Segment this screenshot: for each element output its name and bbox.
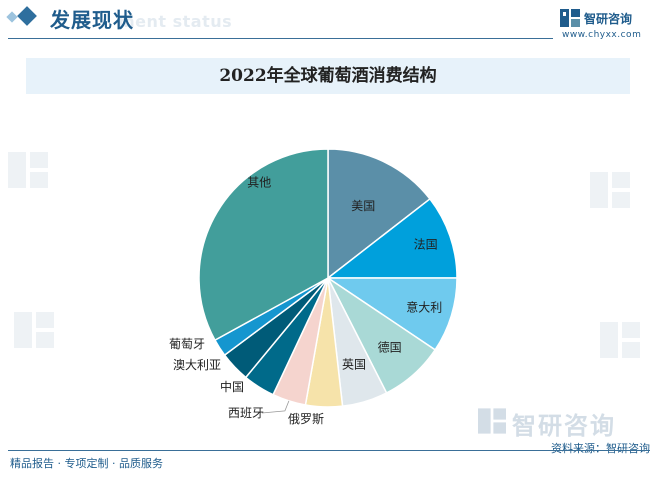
pie-slice-0 bbox=[327, 148, 431, 280]
brand-watermark: 智研咨询 bbox=[478, 404, 648, 444]
section-title: 发展现状 bbox=[50, 8, 134, 32]
footer-slogan: 精品报告 · 专项定制 · 品质服务 bbox=[10, 457, 163, 470]
slice-label-10: 其他 bbox=[247, 175, 271, 189]
header-divider bbox=[8, 38, 553, 39]
watermark-logo-icon bbox=[600, 322, 640, 358]
slice-label-4: 英国 bbox=[342, 358, 366, 372]
watermark-logo-icon bbox=[590, 172, 630, 208]
watermark-logo-icon bbox=[8, 152, 48, 188]
chart-title: 2022年全球葡萄酒消费结构 bbox=[219, 66, 437, 86]
header: ment status 发展现状 智研咨询 www.chyxx.com bbox=[0, 0, 658, 44]
section-watermark: ment status bbox=[118, 12, 233, 31]
logo-name: 智研咨询 bbox=[584, 12, 633, 26]
logo-url: www.chyxx.com bbox=[562, 30, 642, 40]
slice-label-3: 德国 bbox=[378, 340, 402, 355]
logo: 智研咨询 www.chyxx.com bbox=[560, 8, 656, 42]
footer-divider bbox=[8, 450, 650, 451]
logo-mark-icon bbox=[560, 9, 580, 27]
pie-slice-2 bbox=[325, 277, 458, 351]
pie-slice-1 bbox=[325, 197, 458, 279]
pie-slice-10 bbox=[198, 148, 329, 342]
slice-label-6: 西班牙 bbox=[228, 406, 264, 420]
slice-label-1: 法国 bbox=[414, 238, 438, 252]
slice-label-7: 中国 bbox=[220, 379, 244, 394]
brand-watermark-icon bbox=[478, 408, 506, 434]
slice-label-8: 澳大利亚 bbox=[173, 358, 221, 372]
brand-watermark-text: 智研咨询 bbox=[512, 412, 616, 440]
leader-line-6 bbox=[261, 400, 290, 414]
slice-label-5: 俄罗斯 bbox=[288, 412, 324, 426]
watermark-logo-icon bbox=[14, 312, 54, 348]
slice-label-2: 意大利 bbox=[406, 299, 442, 314]
source-note: 资料来源：智研咨询 bbox=[551, 442, 650, 455]
chart-title-band: 2022年全球葡萄酒消费结构 bbox=[26, 58, 630, 94]
slice-label-9: 葡萄牙 bbox=[169, 337, 205, 351]
slice-label-0: 美国 bbox=[351, 199, 375, 213]
